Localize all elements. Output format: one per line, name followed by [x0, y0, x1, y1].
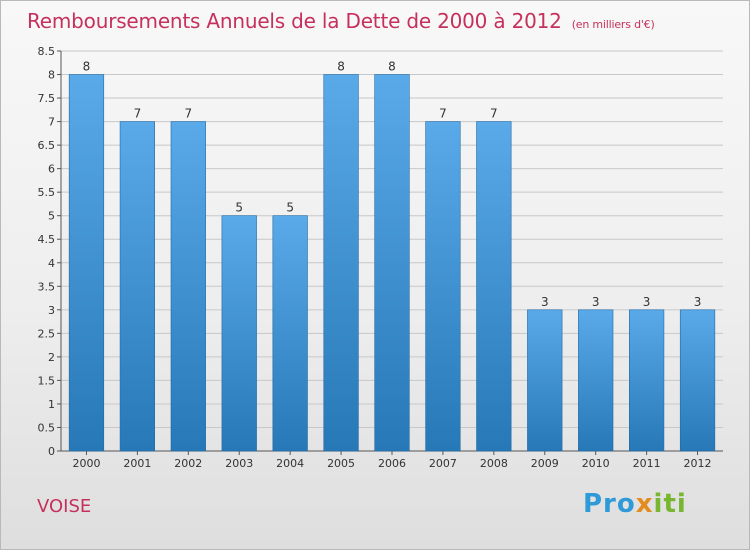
- bar: [629, 309, 665, 452]
- y-tick-label: 6: [48, 163, 55, 176]
- logo-part-3: iti: [653, 489, 687, 519]
- x-tick-label: 2008: [480, 457, 508, 470]
- x-tick-labels: 2000 2001 2002 2003 2004 2005 2006 2007 2008 2009…: [72, 457, 711, 470]
- y-tick-label: 1: [48, 398, 55, 411]
- y-tick-label: 6.5: [38, 139, 56, 152]
- bar: [119, 121, 155, 452]
- x-tick-label: 2012: [684, 457, 712, 470]
- y-tick-label: 3: [48, 304, 55, 317]
- data-label: 8: [337, 60, 345, 74]
- y-tick-label: 1.5: [38, 374, 56, 387]
- bar: [323, 74, 359, 452]
- data-label: 7: [184, 107, 192, 121]
- data-label: 8: [83, 60, 91, 74]
- x-tick-label: 2009: [531, 457, 559, 470]
- data-label: 8: [388, 60, 396, 74]
- x-tick-label: 2001: [123, 457, 151, 470]
- x-tick-label: 2003: [225, 457, 253, 470]
- bar: [170, 121, 206, 452]
- y-tick-label: 8.5: [38, 45, 56, 58]
- x-tick-label: 2002: [174, 457, 202, 470]
- y-tick-label: 0.5: [38, 421, 56, 434]
- y-tick-label: 3.5: [38, 280, 56, 293]
- bar: [374, 74, 410, 452]
- bar: [527, 309, 563, 452]
- bar: [679, 309, 716, 452]
- y-tick-label: 0: [48, 445, 55, 458]
- logo-part-1: Pro: [583, 489, 636, 519]
- unit-label: (en milliers d'€): [571, 18, 655, 31]
- y-tick-label: 5: [48, 210, 55, 223]
- data-label: 7: [439, 107, 447, 121]
- chart-title: Remboursements Annuels de la Dette de 20…: [27, 9, 655, 33]
- bar: [578, 309, 614, 452]
- bar: [68, 74, 105, 452]
- data-label: 3: [694, 295, 702, 309]
- data-label: 5: [235, 201, 243, 215]
- data-labels: 8 7 7 5 5 8 8 7 7 3 3 3 3: [83, 60, 702, 309]
- y-tick-label: 5.5: [38, 186, 56, 199]
- y-tick-label: 7: [48, 116, 55, 129]
- y-tick-label: 2: [48, 351, 55, 364]
- data-label: 5: [286, 201, 294, 215]
- data-label: 3: [592, 295, 600, 309]
- y-tick-label: 4: [48, 257, 55, 270]
- x-tick-label: 2004: [276, 457, 304, 470]
- y-tick-label: 2.5: [38, 327, 56, 340]
- proxiti-logo: Proxiti: [583, 489, 687, 519]
- y-tick-label: 8: [48, 69, 55, 82]
- x-tick-label: 2007: [429, 457, 457, 470]
- data-label: 3: [643, 295, 651, 309]
- commune-name: VOISE: [37, 496, 92, 517]
- title-text: Remboursements Annuels de la Dette de 20…: [27, 9, 562, 33]
- x-tick-label: 2006: [378, 457, 406, 470]
- x-tick-label: 2010: [582, 457, 610, 470]
- bar: [476, 121, 512, 452]
- y-tick-label: 7.5: [38, 92, 56, 105]
- y-tick-labels: 0 0.5 1 1.5 2 2.5 3 3.5 4 4.5 5 5.5 6 6.5 7 7.5 8 8.5: [38, 45, 56, 458]
- x-tick-label: 2000: [72, 457, 100, 470]
- bars: [68, 74, 716, 452]
- y-tick-label: 4.5: [38, 233, 56, 246]
- bar: [425, 121, 461, 452]
- x-tick-label: 2011: [633, 457, 661, 470]
- data-label: 3: [541, 295, 549, 309]
- x-tick-label: 2005: [327, 457, 355, 470]
- logo-part-2: x: [635, 489, 654, 519]
- data-label: 7: [490, 107, 498, 121]
- data-label: 7: [134, 107, 142, 121]
- bar: [272, 215, 308, 452]
- bar: [221, 215, 257, 452]
